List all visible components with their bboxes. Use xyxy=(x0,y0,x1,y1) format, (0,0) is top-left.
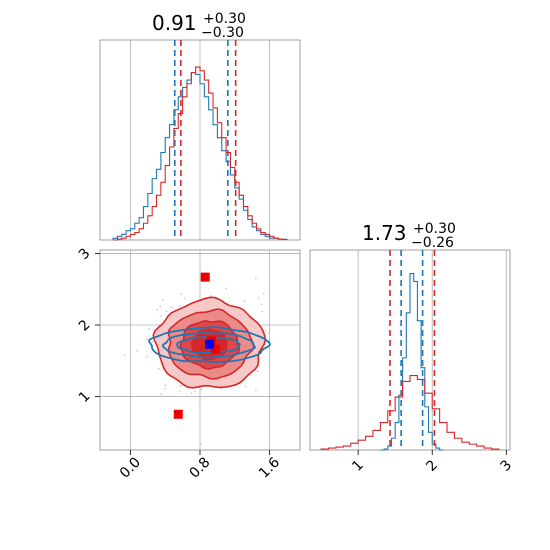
joint-scatter-point xyxy=(212,395,215,397)
joint-scatter-point xyxy=(194,390,196,393)
joint-y-tick-label: 3 xyxy=(76,245,94,263)
joint-scatter-point xyxy=(151,340,154,343)
joint-scatter-point xyxy=(243,300,246,303)
joint-scatter-point xyxy=(164,384,167,387)
marginal-right-title-upper: +0.30 xyxy=(413,221,456,237)
joint-scatter-point xyxy=(198,404,201,407)
joint-blue-contour-level xyxy=(176,336,241,354)
joint-scatter-point xyxy=(179,385,182,387)
joint-scatter-point xyxy=(264,329,267,332)
joint-scatter-point xyxy=(170,306,173,308)
joint-x-ticks: 0.0 0.8 1.6 xyxy=(117,450,283,482)
joint-content xyxy=(84,272,309,446)
marginal-top-title-value: 0.91 xyxy=(152,11,197,35)
joint-y-ticks: 1 2 3 xyxy=(76,245,100,406)
marginal-right-x-tick-label: 3 xyxy=(497,457,515,475)
marginal-right-title-lower: −0.26 xyxy=(411,235,454,251)
joint-scatter-point xyxy=(146,338,148,341)
joint-scatter-point xyxy=(160,393,163,396)
marginal-top-histogram-red xyxy=(113,66,288,241)
marginal-right-histogram-blue xyxy=(380,273,444,451)
joint-blue-contour-level xyxy=(161,332,257,359)
joint-scatter-point xyxy=(307,343,309,345)
joint-scatter-point xyxy=(164,387,167,390)
joint-scatter-point xyxy=(260,303,263,306)
joint-x-tick-label: 1.6 xyxy=(256,454,283,481)
joint-scatter-point xyxy=(158,367,160,370)
joint-blue-marker xyxy=(205,339,215,349)
joint-x-tick-label: 0.8 xyxy=(186,454,213,481)
marginal-right-x-tick-label: 2 xyxy=(423,457,441,475)
joint-scatter-point xyxy=(180,293,182,296)
joint-red-marker xyxy=(173,409,183,419)
joint-scatter-point xyxy=(159,305,162,308)
marginal-right-title-value: 1.73 xyxy=(362,221,407,245)
marginal-top-panel: 0.91 +0.30 −0.30 xyxy=(99,11,301,241)
joint-scatter-point xyxy=(254,277,257,280)
marginal-top-title-upper: +0.30 xyxy=(203,11,246,27)
joint-scatter-point xyxy=(159,315,162,318)
marginal-right-x-ticks: 1 2 3 xyxy=(349,450,515,475)
marginal-right-panel: 1 2 3 1.73 +0.30 −0.26 xyxy=(309,221,515,475)
joint-scatter-point xyxy=(146,355,149,358)
joint-scatter-point xyxy=(261,310,264,313)
joint-scatter-point xyxy=(156,308,159,311)
joint-scatter-point xyxy=(190,392,193,395)
joint-scatter-point xyxy=(179,305,182,308)
marginal-right-histogram-red xyxy=(320,374,500,450)
joint-scatter-point xyxy=(267,331,270,334)
joint-x-tick-label: 0.0 xyxy=(117,454,144,481)
joint-red-marker xyxy=(200,272,210,282)
joint-scatter-point xyxy=(200,388,202,391)
marginal-top-histogram-blue xyxy=(112,72,288,240)
joint-scatter-point xyxy=(257,297,260,299)
marginal-right-frame xyxy=(309,249,511,451)
joint-scatter-point xyxy=(123,354,126,357)
joint-scatter-point xyxy=(225,287,228,290)
joint-scatter-point xyxy=(254,389,257,392)
joint-scatter-point xyxy=(256,370,259,373)
joint-scatter-point xyxy=(183,297,186,300)
joint-blue-contour-level xyxy=(148,326,271,363)
marginal-right-x-tick-label: 1 xyxy=(349,457,367,475)
joint-red-marker xyxy=(211,344,221,354)
marginal-top-grid xyxy=(130,40,270,240)
joint-y-tick-label: 1 xyxy=(76,388,94,406)
joint-scatter-point xyxy=(200,443,202,446)
joint-scatter-point xyxy=(210,295,212,297)
joint-scatter-point xyxy=(244,385,247,388)
marginal-right-grid xyxy=(357,250,507,450)
marginal-top-title-lower: −0.30 xyxy=(201,25,244,41)
joint-scatter-point xyxy=(262,292,265,295)
marginal-right-series xyxy=(320,250,500,451)
joint-scatter-point xyxy=(179,390,182,393)
joint-panel: 0.0 0.8 1.6 1 2 3 xyxy=(76,245,309,482)
joint-scatter-point xyxy=(136,350,139,352)
joint-scatter-point xyxy=(84,315,86,317)
joint-scatter-point xyxy=(165,310,168,313)
marginal-right-title: 1.73 +0.30 −0.26 xyxy=(362,221,456,251)
joint-scatter-point xyxy=(162,298,164,301)
marginal-top-title: 0.91 +0.30 −0.30 xyxy=(152,11,246,41)
joint-y-tick-label: 2 xyxy=(76,317,94,335)
joint-scatter-point xyxy=(148,327,151,330)
marginal-top-series xyxy=(112,40,288,241)
